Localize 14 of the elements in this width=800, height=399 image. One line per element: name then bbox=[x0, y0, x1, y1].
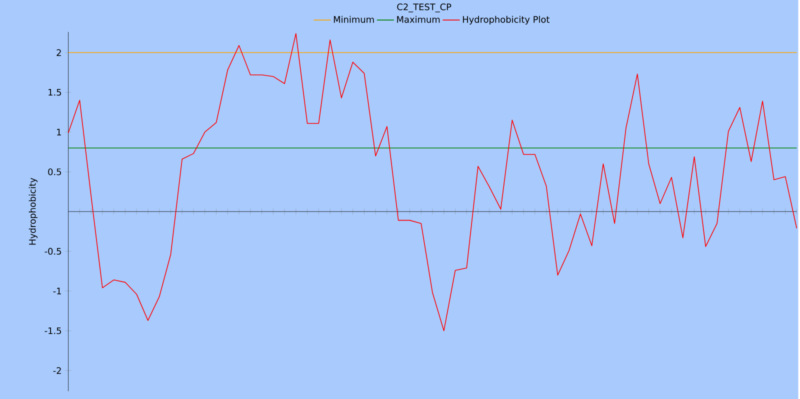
y-tick-label: 1.5 bbox=[48, 88, 61, 96]
chart-title: C2_TEST_CP bbox=[397, 3, 452, 12]
legend-label: Maximum bbox=[397, 16, 440, 23]
y-tick-label: -0.5 bbox=[44, 248, 62, 255]
legend-label: Hydrophobicity Plot bbox=[462, 16, 550, 24]
y-tick-label: 1 bbox=[57, 128, 61, 136]
y-tick-label: -2 bbox=[53, 367, 61, 374]
legend-label: Minimum bbox=[334, 16, 374, 23]
y-tick-label: -1 bbox=[53, 288, 61, 294]
y-tick-label: -1.5 bbox=[44, 327, 62, 334]
line-series bbox=[68, 33, 798, 332]
y-tick-label: 0.5 bbox=[48, 168, 61, 176]
y-axis-title: Hydrophobicity bbox=[28, 178, 38, 245]
y-tick-label: 2 bbox=[56, 49, 61, 56]
